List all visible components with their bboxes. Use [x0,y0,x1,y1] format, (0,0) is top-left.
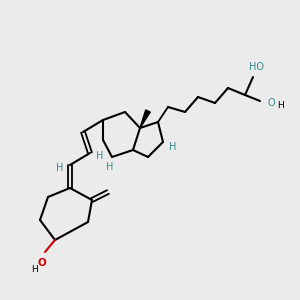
Text: H: H [169,142,177,152]
Text: H: H [106,162,114,172]
Text: H: H [96,151,104,161]
Text: O: O [38,258,46,268]
Text: H: H [56,163,64,173]
Text: H: H [277,101,284,110]
Polygon shape [140,110,150,128]
Text: HO: HO [248,62,263,72]
Text: H: H [32,266,38,274]
Text: O: O [267,98,275,108]
